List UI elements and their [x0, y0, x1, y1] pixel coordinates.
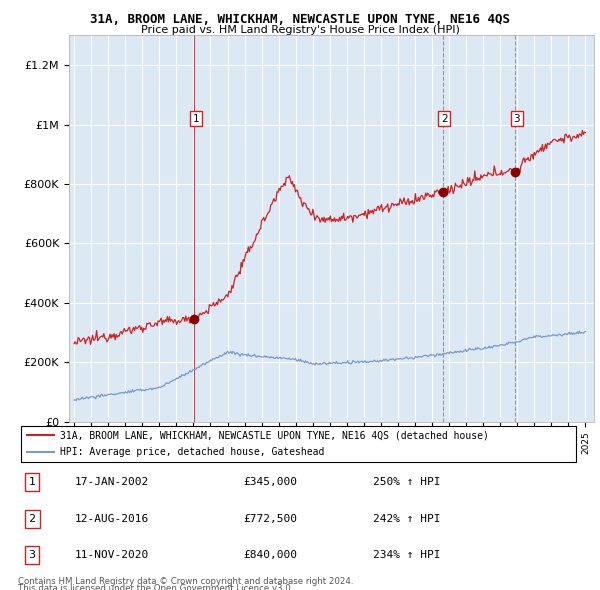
Text: HPI: Average price, detached house, Gateshead: HPI: Average price, detached house, Gate… — [60, 447, 325, 457]
Text: 242% ↑ HPI: 242% ↑ HPI — [373, 514, 441, 524]
Text: 31A, BROOM LANE, WHICKHAM, NEWCASTLE UPON TYNE, NE16 4QS: 31A, BROOM LANE, WHICKHAM, NEWCASTLE UPO… — [90, 13, 510, 26]
Text: This data is licensed under the Open Government Licence v3.0.: This data is licensed under the Open Gov… — [18, 584, 293, 590]
Text: 234% ↑ HPI: 234% ↑ HPI — [373, 550, 441, 560]
Text: 250% ↑ HPI: 250% ↑ HPI — [373, 477, 441, 487]
Text: Price paid vs. HM Land Registry's House Price Index (HPI): Price paid vs. HM Land Registry's House … — [140, 25, 460, 35]
Text: £772,500: £772,500 — [244, 514, 298, 524]
Text: 2: 2 — [29, 514, 35, 524]
Text: 2: 2 — [441, 114, 448, 124]
Text: 31A, BROOM LANE, WHICKHAM, NEWCASTLE UPON TYNE, NE16 4QS (detached house): 31A, BROOM LANE, WHICKHAM, NEWCASTLE UPO… — [60, 430, 489, 440]
Text: Contains HM Land Registry data © Crown copyright and database right 2024.: Contains HM Land Registry data © Crown c… — [18, 577, 353, 586]
Text: 12-AUG-2016: 12-AUG-2016 — [74, 514, 149, 524]
Text: £840,000: £840,000 — [244, 550, 298, 560]
Text: 11-NOV-2020: 11-NOV-2020 — [74, 550, 149, 560]
Text: 1: 1 — [193, 114, 199, 124]
Text: 17-JAN-2002: 17-JAN-2002 — [74, 477, 149, 487]
Text: 1: 1 — [29, 477, 35, 487]
FancyBboxPatch shape — [21, 425, 577, 463]
Text: 3: 3 — [514, 114, 520, 124]
Text: £345,000: £345,000 — [244, 477, 298, 487]
Text: 3: 3 — [29, 550, 35, 560]
